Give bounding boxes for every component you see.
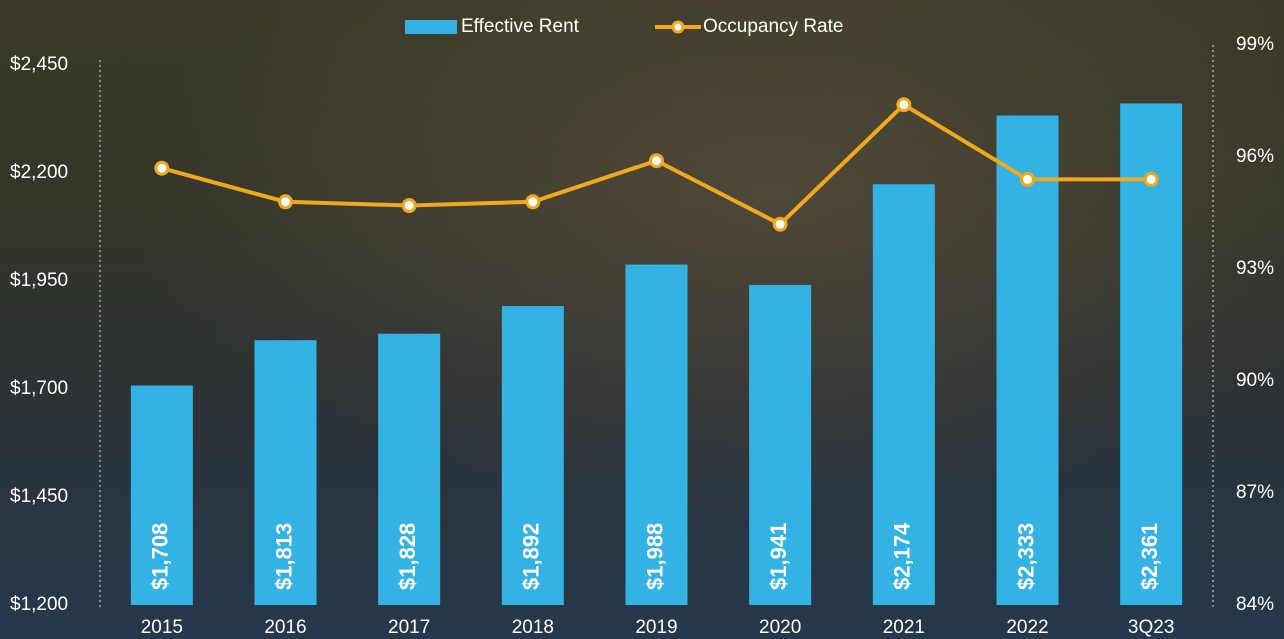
bar-value-label: $1,828 bbox=[395, 523, 420, 590]
x-tick-label: 2020 bbox=[759, 617, 801, 638]
bar-value-label: $1,892 bbox=[519, 523, 544, 590]
bar-value-label: $2,174 bbox=[890, 522, 915, 590]
bar-value-label: $1,708 bbox=[148, 523, 173, 590]
legend-label: Occupancy Rate bbox=[703, 16, 843, 37]
bar-value-label: $2,333 bbox=[1013, 523, 1038, 590]
bar-value-label: $1,941 bbox=[766, 523, 791, 590]
y2-tick-label: 84% bbox=[1236, 594, 1274, 615]
bar-value-label: $1,813 bbox=[271, 523, 296, 590]
line-marker bbox=[403, 200, 415, 212]
x-tick-label: 2021 bbox=[883, 617, 925, 638]
page: $1,200 $1,450 $1,700 $1,950 $2,200 $2,450 84% 8… bbox=[0, 0, 1284, 639]
x-tick-label: 2015 bbox=[141, 617, 183, 638]
line-marker bbox=[1145, 173, 1157, 185]
y-tick-label: $2,450 bbox=[10, 54, 68, 75]
x-tick-label: 2019 bbox=[635, 617, 677, 638]
x-tick-label: 2022 bbox=[1006, 617, 1048, 638]
y2-tick-label: 90% bbox=[1236, 370, 1274, 391]
legend-marker bbox=[673, 22, 683, 32]
x-tick-label: 2016 bbox=[264, 617, 306, 638]
legend-swatch bbox=[405, 20, 457, 34]
y2-tick-label: 87% bbox=[1236, 482, 1274, 503]
x-tick-label: 2017 bbox=[388, 617, 430, 638]
line-marker bbox=[527, 196, 539, 208]
chart: $1,200 $1,450 $1,700 $1,950 $2,200 $2,450 84% 8… bbox=[0, 0, 1284, 639]
line-marker bbox=[1022, 173, 1034, 185]
legend-label: Effective Rent bbox=[461, 16, 580, 37]
line-marker bbox=[651, 155, 663, 167]
y-tick-label: $1,700 bbox=[10, 378, 68, 399]
line-marker bbox=[280, 196, 292, 208]
x-tick-label: 2018 bbox=[512, 617, 554, 638]
y-tick-label: $1,950 bbox=[10, 270, 68, 291]
line-marker bbox=[898, 99, 910, 111]
line-marker bbox=[156, 162, 168, 174]
bar-value-label: $1,988 bbox=[642, 523, 667, 590]
y-tick-label: $2,200 bbox=[10, 162, 68, 183]
bar-value-label: $2,361 bbox=[1137, 523, 1162, 590]
x-tick-label: 3Q23 bbox=[1128, 617, 1174, 638]
y2-tick-label: 96% bbox=[1236, 146, 1274, 167]
y-tick-label: $1,200 bbox=[10, 594, 68, 615]
y2-tick-label: 99% bbox=[1236, 34, 1274, 55]
line-marker bbox=[774, 218, 786, 230]
y-tick-label: $1,450 bbox=[10, 486, 68, 507]
y2-tick-label: 93% bbox=[1236, 258, 1274, 279]
